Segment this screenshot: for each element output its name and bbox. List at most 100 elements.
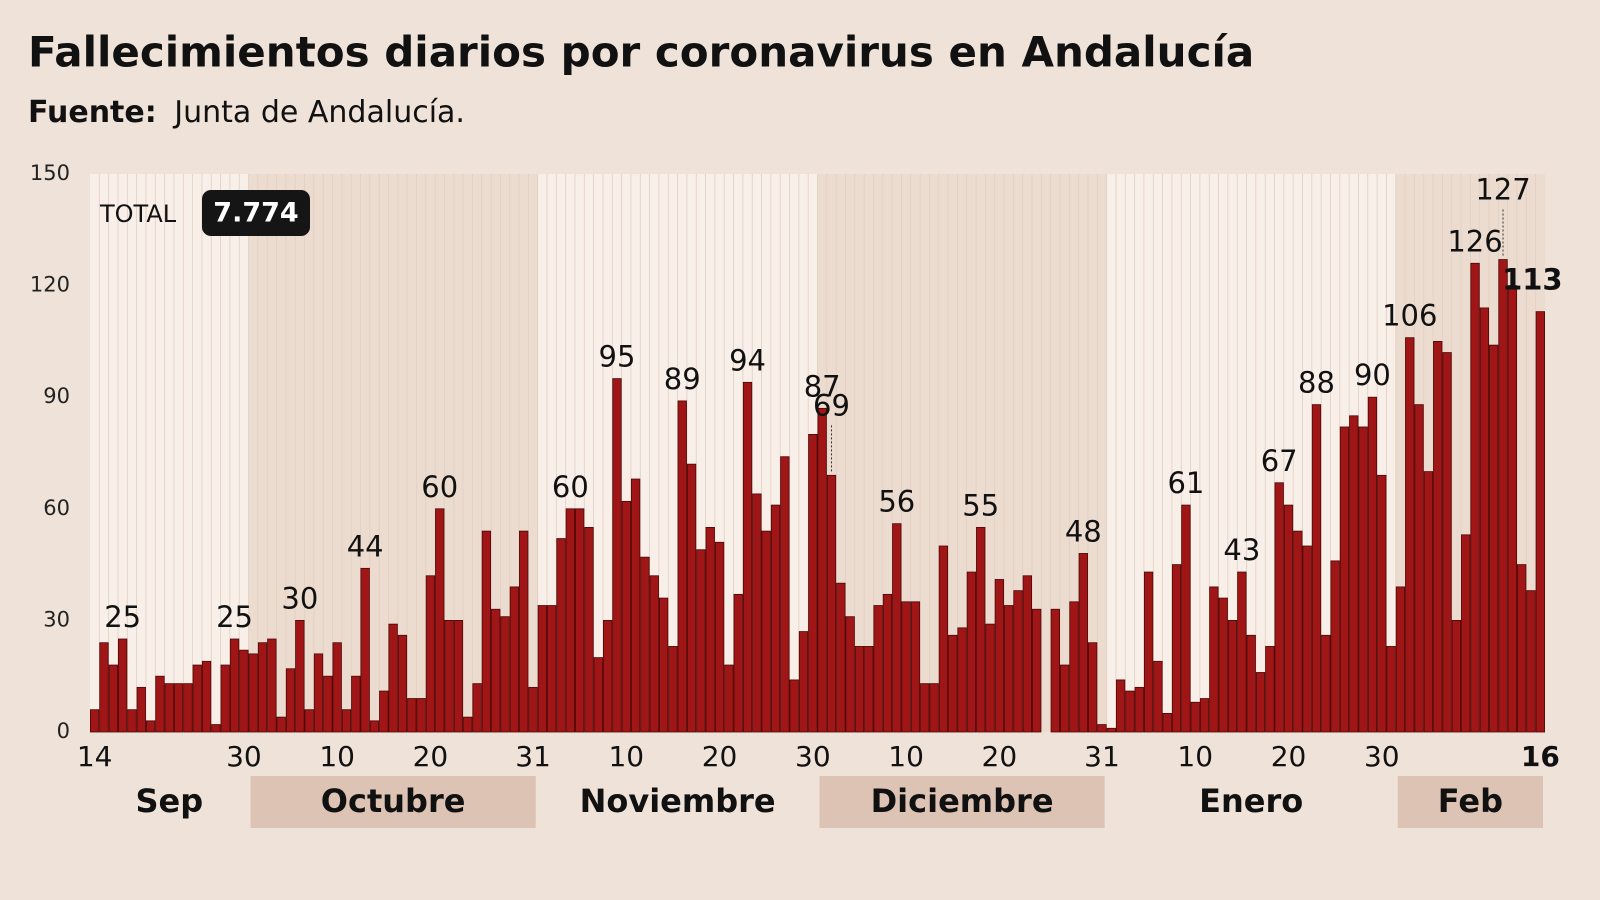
bar [1078, 553, 1088, 733]
bar [938, 545, 949, 733]
value-label: 94 [729, 343, 766, 377]
month-band [90, 174, 249, 732]
bar [1311, 404, 1322, 733]
bar [239, 649, 249, 733]
bar [1237, 571, 1247, 733]
bar [1377, 474, 1387, 733]
x-tick-label: 20 [982, 740, 1018, 773]
bar [621, 500, 631, 733]
bar [360, 567, 370, 733]
bar [836, 582, 846, 733]
bar [1022, 575, 1033, 733]
bar [556, 538, 566, 733]
bar [416, 698, 426, 733]
bar [696, 549, 706, 733]
value-label: 43 [1223, 533, 1260, 567]
value-label: 127 [1475, 173, 1530, 207]
value-label: 126 [1447, 224, 1502, 258]
value-label: 55 [962, 488, 999, 522]
bar [509, 586, 520, 733]
bar [1115, 679, 1126, 733]
bar [1386, 646, 1396, 733]
bar [183, 683, 193, 733]
bar [407, 698, 417, 733]
value-label: 69 [813, 388, 850, 422]
total-box [202, 190, 310, 236]
bar [192, 664, 202, 733]
bar [1255, 672, 1266, 733]
bar [910, 601, 921, 733]
bar [136, 686, 146, 733]
bar [201, 660, 212, 733]
bar [1498, 259, 1508, 733]
bar [1349, 415, 1359, 733]
bar [472, 683, 482, 733]
bar [1526, 590, 1536, 733]
month-label: Sep [135, 782, 203, 820]
bar [145, 720, 156, 733]
bar [677, 400, 687, 733]
value-label: 88 [1298, 366, 1335, 400]
bar [882, 593, 893, 733]
bar [854, 646, 865, 733]
bar [528, 686, 538, 733]
bar [817, 407, 827, 733]
bar [575, 508, 585, 733]
bar [602, 620, 613, 733]
value-label: 44 [347, 529, 384, 563]
bar [948, 634, 958, 733]
month-label-box [250, 776, 536, 828]
x-tick-label: 20 [413, 740, 449, 773]
bar [99, 642, 109, 733]
bar [668, 646, 678, 733]
bar [864, 646, 874, 733]
bar [388, 623, 398, 733]
bar [1199, 698, 1210, 733]
bar [733, 593, 743, 733]
bar [1106, 727, 1116, 733]
y-tick-label: 0 [57, 719, 70, 743]
bar [164, 683, 174, 733]
x-tick-label: 16 [1521, 740, 1560, 773]
bar [90, 709, 100, 733]
bar [742, 381, 753, 733]
value-label: 60 [552, 470, 589, 504]
bar [1171, 564, 1182, 733]
bar [1087, 642, 1098, 733]
value-label: 113 [1502, 263, 1563, 297]
bar [761, 530, 771, 733]
bar [1358, 426, 1368, 733]
bar [1283, 504, 1294, 733]
bar [1013, 590, 1023, 733]
x-tick-label: 31 [515, 740, 551, 773]
bar [1442, 352, 1452, 733]
month-label: Octubre [321, 782, 466, 820]
y-tick-label: 60 [43, 496, 70, 520]
bar [1162, 713, 1172, 733]
bar [1181, 504, 1191, 733]
bar [491, 608, 501, 733]
bar [211, 724, 221, 733]
bar [714, 541, 725, 733]
bar [1489, 344, 1499, 733]
bar [1479, 307, 1490, 733]
bar [1451, 620, 1462, 733]
source-label: Fuente: [28, 95, 157, 130]
bar [705, 527, 715, 733]
bar [658, 597, 669, 733]
bar [1433, 340, 1443, 733]
bar [1004, 605, 1014, 733]
bar [379, 690, 389, 733]
bar [892, 523, 902, 733]
y-tick-label: 90 [43, 384, 70, 408]
x-tick-label: 20 [702, 740, 738, 773]
bar [976, 527, 986, 733]
bar [285, 668, 296, 733]
total-label: TOTAL [99, 200, 177, 228]
value-label: 90 [1354, 358, 1391, 392]
bar [1517, 564, 1527, 733]
bar [155, 675, 165, 733]
bar [1265, 646, 1275, 733]
chart-title: Fallecimientos diarios por coronavirus e… [28, 28, 1254, 77]
